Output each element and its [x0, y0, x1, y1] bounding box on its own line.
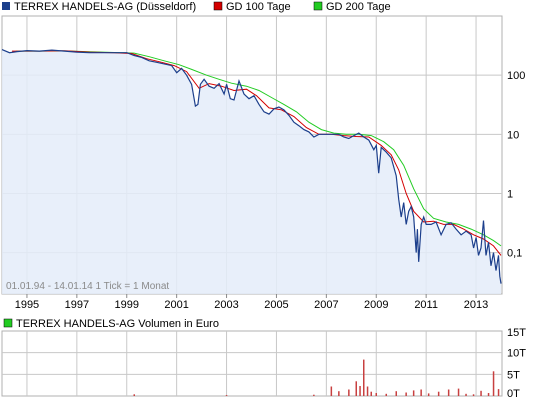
volume-bar [487, 393, 490, 396]
x-tick-label: 1999 [115, 299, 139, 311]
volume-y-tick-label: 15T [507, 327, 526, 339]
volume-legend-swatch [3, 318, 13, 328]
legend-swatch-gd100 [213, 1, 223, 11]
volume-bar [447, 389, 450, 396]
volume-bar [366, 386, 369, 396]
volume-bar [330, 386, 333, 396]
volume-bar [370, 391, 372, 396]
legend-swatch-main [2, 2, 10, 10]
x-tick-label: 1997 [65, 299, 89, 311]
volume-bar [348, 389, 350, 396]
legend-swatch-gd200 [313, 1, 323, 11]
volume-plot: 15T 10T 5T 0T [1, 327, 526, 400]
volume-plot-frame [1, 330, 503, 397]
volume-y-tick-label: 5T [507, 369, 520, 381]
date-range-note: 01.01.94 - 14.01.14 1 Tick = 1 Monat [6, 281, 169, 292]
price-y-tick-label: 100 [507, 70, 525, 82]
x-axis: 1995 1997 1999 2001 2003 2005 2007 2009 2011 2013 [15, 294, 488, 311]
volume-bar [225, 395, 228, 396]
volume-bar [355, 381, 357, 396]
volume-bars [133, 359, 500, 396]
volume-bar [457, 388, 460, 396]
x-tick-label: 2011 [414, 299, 438, 311]
volume-grid [2, 331, 502, 396]
volume-bar [359, 386, 361, 396]
volume-bar [412, 390, 415, 396]
legend-label-gd100: GD 100 Tage [226, 1, 291, 13]
volume-bar [465, 393, 467, 396]
volume-legend-label: TERREX HANDELS-AG Volumen in Euro [16, 318, 219, 330]
volume-y-tick-label: 0T [507, 388, 520, 400]
volume-bar [437, 391, 440, 396]
price-area-fill [2, 49, 501, 294]
volume-bar [480, 390, 482, 396]
volume-bar [133, 394, 135, 396]
volume-bar [338, 391, 340, 396]
legend-label-main: TERREX HANDELS-AG (Düsseldorf) [14, 1, 196, 13]
x-tick-label: 2013 [464, 299, 488, 311]
x-tick-label: 1995 [15, 299, 39, 311]
volume-bar [363, 359, 365, 396]
volume-bar [375, 393, 377, 396]
volume-bar [405, 392, 407, 396]
x-tick-label: 2007 [314, 299, 338, 311]
x-tick-label: 2009 [364, 299, 388, 311]
gd100-line [12, 50, 502, 256]
price-y-tick-label: 10 [507, 129, 519, 141]
x-tick-label: 2001 [164, 299, 188, 311]
volume-legend: TERREX HANDELS-AG Volumen in Euro [3, 318, 219, 330]
volume-bar [497, 389, 500, 396]
legend: TERREX HANDELS-AG (Düsseldorf) GD 100 Ta… [2, 1, 391, 13]
gd200-line [15, 50, 502, 247]
volume-bar [313, 394, 315, 396]
price-line [1, 49, 502, 284]
legend-label-gd200: GD 200 Tage [326, 1, 391, 13]
volume-y-axis: 15T 10T 5T 0T [507, 327, 526, 400]
volume-bar [385, 393, 387, 396]
price-plot: 01.01.94 - 14.01.14 1 Tick = 1 Monat 100… [1, 15, 525, 311]
price-y-tick-label: 0,1 [507, 248, 522, 260]
volume-bar [420, 389, 422, 396]
price-y-axis: 100 10 1 0,1 [507, 70, 525, 259]
volume-y-tick-label: 10T [507, 348, 526, 360]
volume-bar [472, 394, 475, 396]
x-tick-label: 2005 [264, 299, 288, 311]
volume-bar [427, 393, 430, 396]
volume-bar [492, 371, 495, 396]
volume-bar [395, 391, 397, 396]
price-y-tick-label: 1 [507, 188, 513, 200]
x-tick-label: 2003 [214, 299, 238, 311]
